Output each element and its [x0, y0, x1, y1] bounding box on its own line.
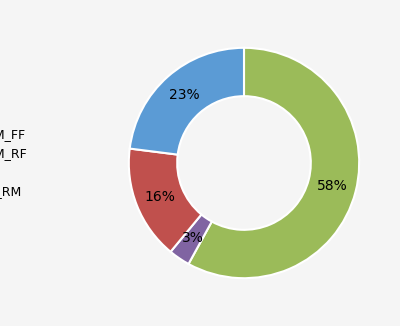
Text: 16%: 16% [144, 189, 175, 203]
Wedge shape [170, 215, 212, 264]
Wedge shape [130, 48, 244, 155]
Wedge shape [129, 149, 202, 252]
Wedge shape [188, 48, 359, 278]
Text: 3%: 3% [182, 231, 204, 245]
Text: 58%: 58% [317, 179, 348, 193]
Text: 23%: 23% [168, 88, 199, 102]
Legend: URM_FF, URM_RF, CM, CM_RM: URM_FF, URM_RF, CM, CM_RM [0, 124, 31, 202]
